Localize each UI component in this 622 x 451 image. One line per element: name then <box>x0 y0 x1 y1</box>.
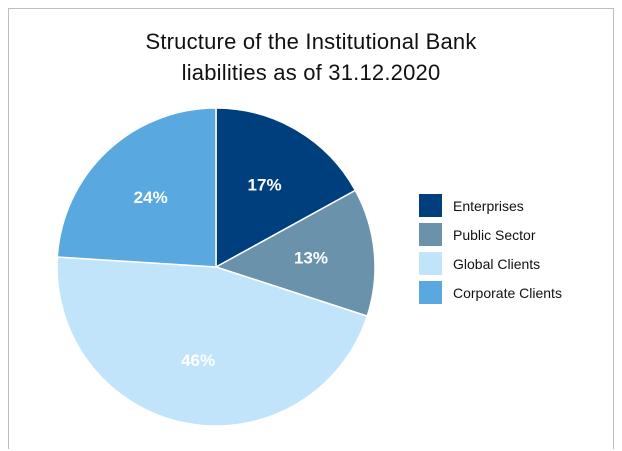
pie-slice-global-clients <box>56 256 369 427</box>
legend-swatch-enterprises <box>419 194 442 217</box>
legend-label-corporate-clients: Corporate Clients <box>453 284 562 301</box>
data-label-corporate-clients: 24% <box>134 188 168 207</box>
legend: Enterprises Public Sector Global Clients… <box>419 194 562 310</box>
legend-swatch-corporate-clients <box>419 281 442 304</box>
data-label-public-sector: 13% <box>294 249 328 268</box>
chart-title: Structure of the Institutional Bank liab… <box>0 26 622 88</box>
pie-slice-corporate-clients <box>56 107 217 268</box>
data-label-enterprises: 17% <box>248 175 282 194</box>
chart-title-line-2: liabilities as of 31.12.2020 <box>181 60 441 85</box>
legend-swatch-global-clients <box>419 252 442 275</box>
legend-item-public-sector: Public Sector <box>419 223 562 246</box>
pie-slice-public-sector <box>214 189 376 318</box>
legend-label-global-clients: Global Clients <box>453 255 541 272</box>
data-label-global-clients: 46% <box>181 351 215 370</box>
legend-item-corporate-clients: Corporate Clients <box>419 281 562 304</box>
legend-item-enterprises: Enterprises <box>419 194 562 217</box>
legend-swatch-public-sector <box>419 223 442 246</box>
legend-label-public-sector: Public Sector <box>453 226 536 243</box>
pie-slice-enterprises <box>215 107 357 269</box>
chart-frame <box>8 8 614 449</box>
chart-title-line-1: Structure of the Institutional Bank <box>145 29 477 54</box>
legend-item-global-clients: Global Clients <box>419 252 562 275</box>
legend-label-enterprises: Enterprises <box>453 197 524 214</box>
